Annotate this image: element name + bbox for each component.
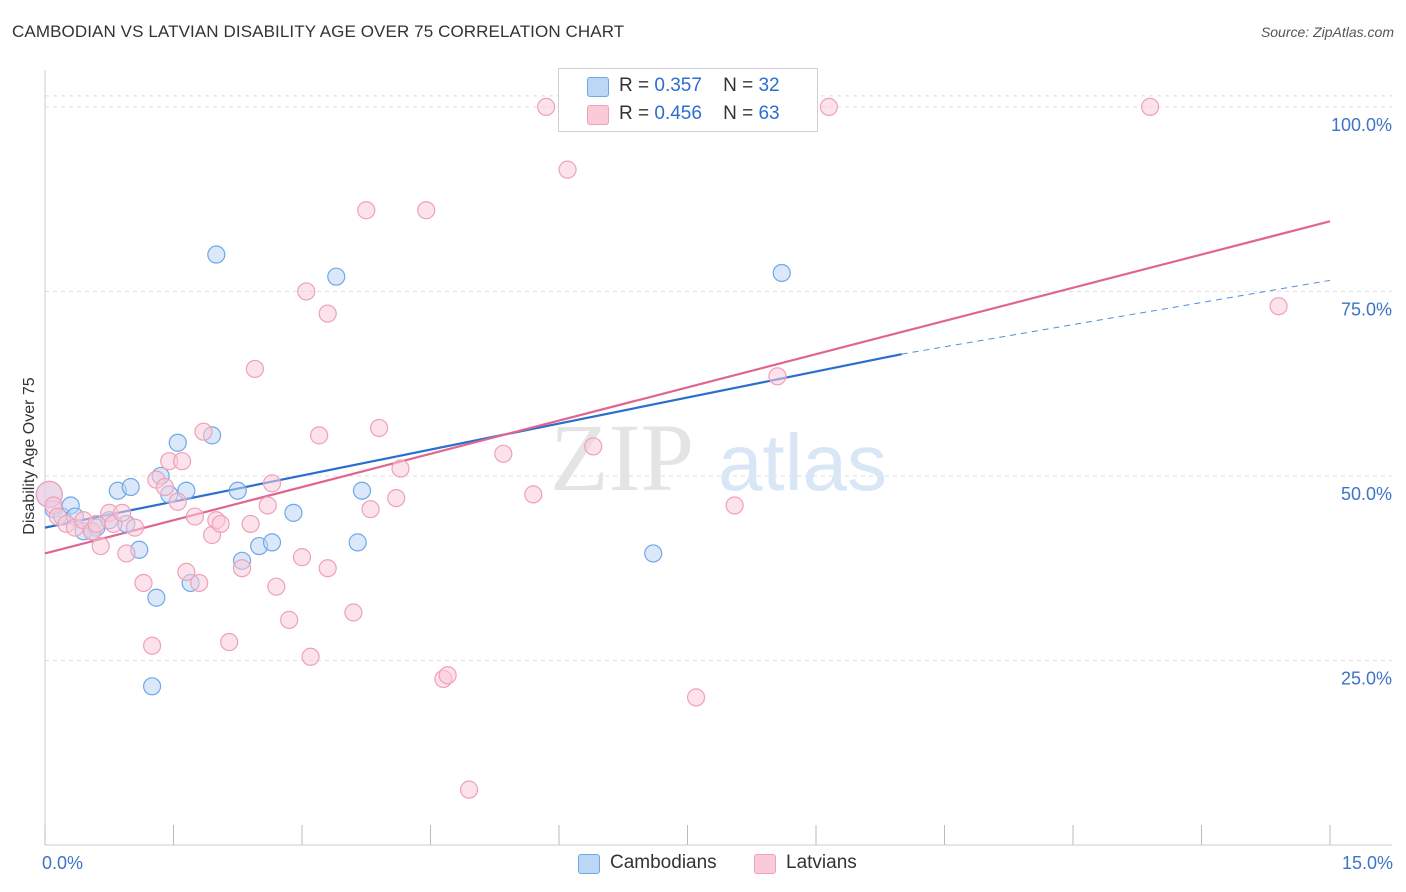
bottom-legend-swatch [754,854,776,874]
cambodian-point [207,245,226,264]
x-tick-label: 0.0% [42,853,83,873]
latvian-point [494,444,513,463]
axes [44,70,1392,846]
cambodian-point [168,433,187,452]
y-tick-label: 50.0% [1341,484,1392,504]
legend-swatch-latvians [587,105,609,125]
latvian-point [417,201,436,220]
latvian-point [220,632,239,652]
latvian-point [725,496,744,515]
legend-r-label: R = [619,75,650,96]
latvian-point [1269,297,1288,316]
cambodian-point [644,544,663,563]
x-tick-label: 15.0% [1342,853,1393,873]
latvian-point [357,201,376,220]
latvian-point [134,573,153,593]
latvian-point [267,577,286,596]
latvian-point [584,437,603,456]
latvian-point [172,452,192,471]
bottom-legend-swatch [578,854,600,874]
legend-row-latvians: R = 0.456 N = 63 [619,103,780,125]
latvian-point [297,282,316,301]
y-axis-label: Disability Age Over 75 [21,377,38,535]
tick-labels: 25.0% 50.0% 75.0% 100.0% 0.0% 15.0% [42,115,1393,873]
latvian-point [91,536,110,556]
latvian-point [185,507,205,526]
latvian-point [117,544,136,563]
latvian-trend-line [44,220,1331,555]
latvian-point [232,559,252,578]
legend-r-value: 0.357 [654,75,702,96]
latvian-point [280,610,299,629]
latvian-point [558,160,577,179]
latvian-point [819,97,838,117]
latvian-point [387,488,406,508]
latvian-point [391,459,410,478]
legend-r-value: 0.456 [654,103,702,124]
cambodian-point [228,481,247,500]
legend-n-value: 63 [758,103,780,124]
legend-r-label: R = [619,103,650,124]
watermark-zip: ZIP [550,404,694,511]
cambodian-point [284,503,303,522]
latvian-point [318,559,337,578]
legend-swatch-cambodians [587,77,609,97]
latvian-point [190,573,209,593]
latvian-point [301,647,320,666]
cambodian-point [772,263,791,283]
latvian-point [361,500,380,519]
cambodian-point [121,477,140,497]
watermark-atlas: atlas [718,418,887,507]
latvian-point [194,422,213,441]
latvian-point [155,477,175,497]
latvian-point [344,603,363,622]
latvian-point [112,503,132,522]
y-tick-label: 75.0% [1341,299,1392,319]
bottom-legend-label: Latvians [786,852,857,873]
cambodian-point [352,481,372,500]
latvian-point [318,304,337,323]
latvian-point [245,359,264,379]
latvian-point [459,780,479,799]
latvian-point [211,514,230,534]
latvian-point [125,518,145,537]
latvian-point [524,485,543,504]
latvian-point [168,492,187,511]
legend-row-cambodians: R = 0.357 N = 32 [619,75,780,97]
latvian-point [177,562,196,582]
latvian-point [537,97,556,117]
latvian-point [241,514,260,534]
latvian-point [258,496,277,515]
watermark: ZIP atlas [550,404,887,511]
cambodian-point [327,267,346,286]
source-label: Source: ZipAtlas.com [1260,24,1394,40]
latvian-point [142,636,162,655]
latvian-point [768,367,787,386]
latvian-point [1140,97,1160,117]
cambodian-point [348,533,367,552]
y-tick-label: 25.0% [1341,668,1392,688]
legend-n-value: 32 [758,75,780,96]
latvian-point [310,426,329,445]
latvian-point [438,666,457,685]
cambodian-point [147,588,166,607]
legend-n-label: N = [723,75,754,96]
bottom-legend-label: Cambodians [610,852,717,873]
y-tick-label: 100.0% [1331,115,1392,135]
latvian-point [262,474,282,493]
data-points [35,97,1288,799]
legend: R = 0.357 N = 32 R = 0.456 N = 63 [558,68,818,132]
cambodian-point [262,533,282,552]
cambodian-point [142,677,162,696]
legend-n-label: N = [723,103,754,124]
latvian-point [370,418,389,438]
latvian-point [292,548,312,567]
latvian-point [686,688,706,707]
chart-title: CAMBODIAN VS LATVIAN DISABILITY AGE OVER… [12,22,625,41]
